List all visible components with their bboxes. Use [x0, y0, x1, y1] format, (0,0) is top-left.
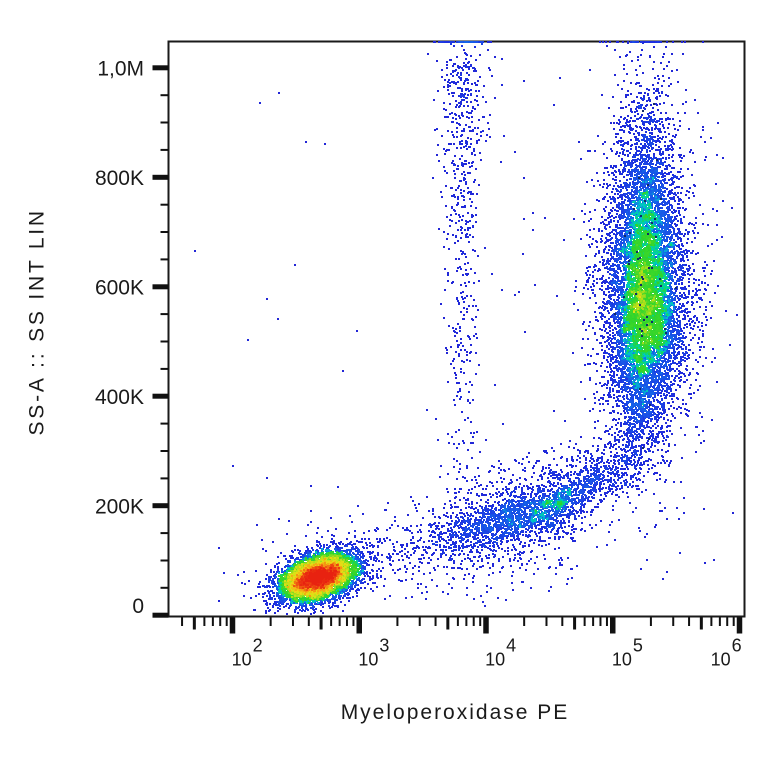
svg-text:400K: 400K [95, 386, 144, 409]
svg-text:4: 4 [506, 636, 516, 656]
svg-text:10: 10 [232, 649, 252, 669]
svg-text:200K: 200K [95, 496, 144, 519]
svg-text:10: 10 [485, 649, 505, 669]
svg-text:2: 2 [253, 636, 263, 656]
svg-text:800K: 800K [95, 167, 144, 190]
svg-text:Myeloperoxidase PE: Myeloperoxidase PE [341, 701, 570, 724]
svg-text:0: 0 [132, 595, 144, 618]
svg-text:SS-A :: SS INT LIN: SS-A :: SS INT LIN [26, 208, 49, 435]
svg-text:6: 6 [732, 636, 742, 656]
svg-text:3: 3 [379, 636, 389, 656]
svg-text:1,0M: 1,0M [97, 58, 144, 81]
svg-text:10: 10 [358, 649, 378, 669]
svg-text:10: 10 [612, 649, 632, 669]
svg-text:10: 10 [711, 649, 731, 669]
svg-text:600K: 600K [95, 277, 144, 300]
svg-text:5: 5 [633, 636, 643, 656]
